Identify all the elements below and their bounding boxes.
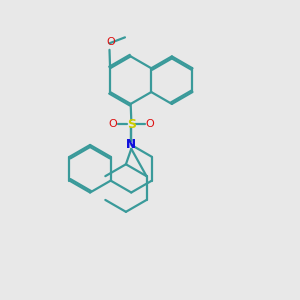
Text: O: O [106, 38, 115, 47]
Text: O: O [145, 119, 154, 129]
Text: S: S [127, 118, 136, 130]
Text: N: N [126, 138, 136, 152]
Text: N: N [126, 138, 136, 152]
Text: O: O [109, 119, 118, 129]
